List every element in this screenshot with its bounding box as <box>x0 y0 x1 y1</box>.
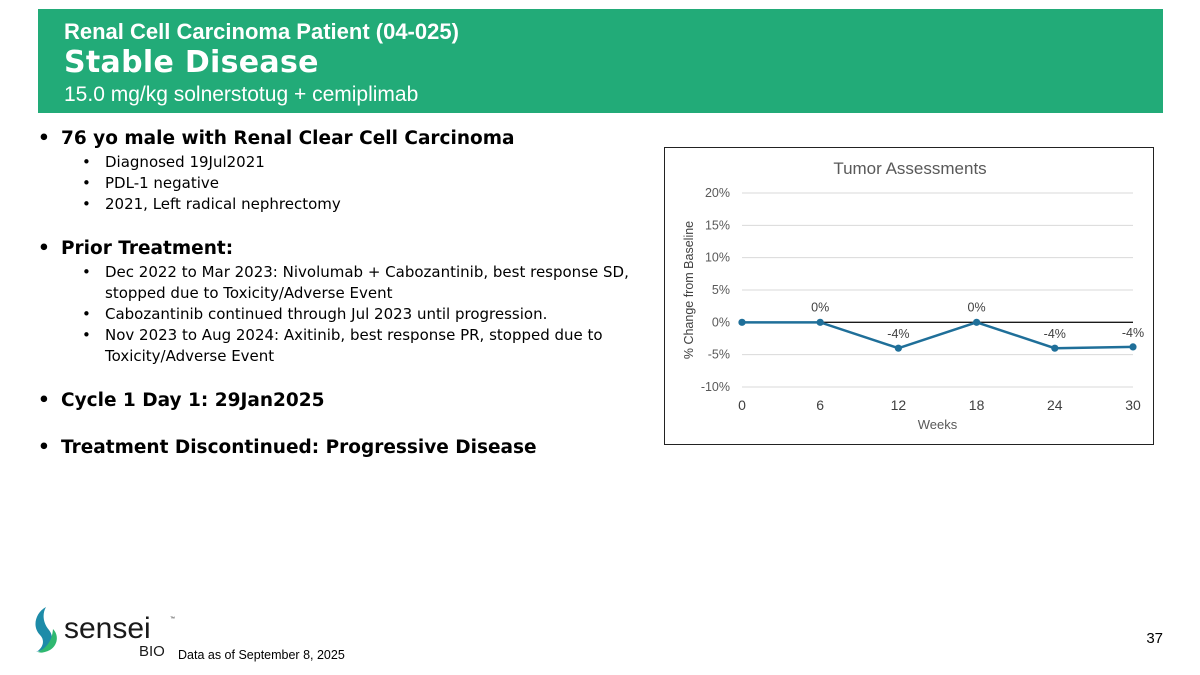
y-axis-label: % Change from Baseline <box>682 221 696 359</box>
y-tick-label: -10% <box>701 380 730 394</box>
chart-title: Tumor Assessments <box>833 159 986 178</box>
data-label: 0% <box>968 300 986 314</box>
page-number: 37 <box>1146 630 1163 647</box>
data-cutoff-note: Data as of September 8, 2025 <box>178 648 345 662</box>
tumor-assessment-chart: Tumor Assessments % Change from Baseline… <box>664 147 1154 445</box>
slide-title: Stable Disease <box>64 45 319 80</box>
prior-treatment-list: Dec 2022 to Mar 2023: Nivolumab + Caboza… <box>82 262 648 367</box>
list-item: Diagnosed 19Jul2021 <box>82 152 648 173</box>
list-item: Dec 2022 to Mar 2023: Nivolumab + Caboza… <box>82 262 648 304</box>
data-point <box>816 318 824 326</box>
data-label: -4% <box>887 327 909 341</box>
series-line <box>742 321 1134 350</box>
logo-subtext: BIO <box>139 643 165 660</box>
section-heading: Prior Treatment: <box>38 236 648 262</box>
data-label: -4% <box>1044 327 1066 341</box>
data-label: 0% <box>811 300 829 314</box>
data-label: -4% <box>1122 326 1144 340</box>
section-heading: 76 yo male with Renal Clear Cell Carcino… <box>38 126 648 152</box>
list-item: 2021, Left radical nephrectomy <box>82 194 648 215</box>
chart-canvas: Tumor Assessments % Change from Baseline… <box>682 159 1144 432</box>
y-tick-label: 5% <box>712 283 730 297</box>
x-tick-label: 0 <box>738 397 746 413</box>
logo-trademark: ™ <box>170 616 175 622</box>
x-tick-label: 18 <box>969 397 985 413</box>
x-tick-label: 12 <box>891 397 907 413</box>
y-tick-label: 20% <box>705 186 730 200</box>
patient-summary: 76 yo male with Renal Clear Cell Carcino… <box>38 126 648 461</box>
x-axis-label: Weeks <box>918 417 958 432</box>
y-tick-label: -5% <box>708 348 730 362</box>
sensei-bio-logo: sensei ™ BIO <box>35 607 175 660</box>
title-banner: Renal Cell Carcinoma Patient (04-025) St… <box>38 9 1163 113</box>
x-tick-label: 6 <box>816 397 824 413</box>
y-tick-label: 15% <box>705 218 730 232</box>
data-point <box>894 344 902 352</box>
logo-wordmark: sensei <box>64 612 151 645</box>
list-item: Cabozantinib continued through Jul 2023 … <box>82 304 648 325</box>
diagnosis-list: Diagnosed 19Jul2021 PDL-1 negative 2021,… <box>82 152 648 215</box>
patient-subtitle: Renal Cell Carcinoma Patient (04-025) <box>64 19 459 44</box>
section-heading: Treatment Discontinued: Progressive Dise… <box>38 435 648 461</box>
data-point <box>973 318 981 326</box>
data-point <box>1051 344 1059 352</box>
section-heading: Cycle 1 Day 1: 29Jan2025 <box>38 388 648 414</box>
list-item: PDL-1 negative <box>82 173 648 194</box>
y-tick-label: 0% <box>712 315 730 329</box>
data-point <box>738 318 746 326</box>
data-point <box>1129 343 1137 351</box>
y-tick-label: 10% <box>705 251 730 265</box>
dose-regimen: 15.0 mg/kg solnerstotug + cemiplimab <box>64 83 419 106</box>
list-item: Nov 2023 to Aug 2024: Axitinib, best res… <box>82 325 648 367</box>
x-tick-label: 24 <box>1047 397 1063 413</box>
x-tick-label: 30 <box>1125 397 1141 413</box>
